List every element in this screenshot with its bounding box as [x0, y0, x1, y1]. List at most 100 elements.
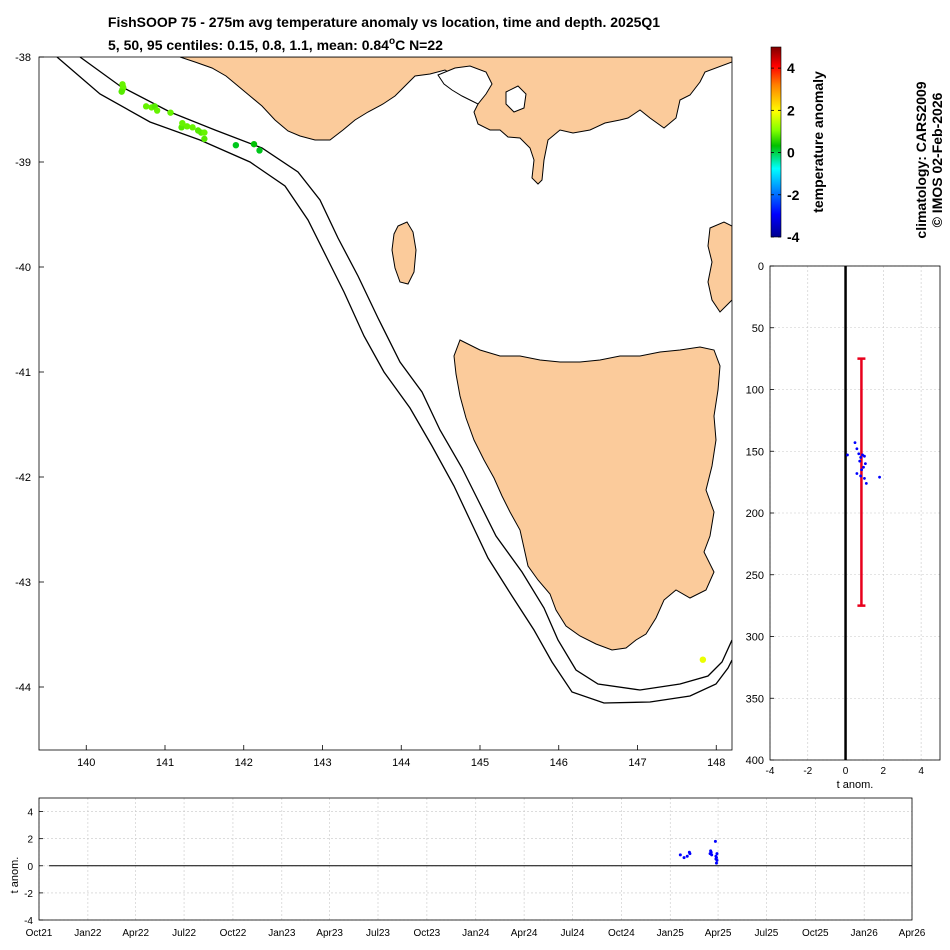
depth-profile-xlabel: t anom. [837, 779, 874, 791]
depth-y-tick-label: 50 [752, 323, 764, 335]
map-point [118, 88, 125, 95]
map-point [153, 107, 161, 114]
time-series-panel: Oct21 Jan22 Apr22 Jul22 Oct22 Jan23 Apr23 Jul23… [9, 797, 926, 939]
credit-copyright: © IMOS 02-Feb-2026 [929, 92, 945, 227]
mainland-land [179, 57, 732, 185]
time-x-tick-label: Jul25 [754, 928, 778, 939]
map-point [256, 147, 263, 154]
map-point [699, 656, 707, 663]
time-x-tick-label: Jan22 [74, 928, 102, 939]
colorbar-gradient [770, 46, 782, 238]
depth-point [860, 468, 864, 472]
colorbar-ticks: 4 2 0 -2 -4 [771, 60, 800, 245]
time-y-tick-label: 2 [27, 835, 33, 846]
map-frame [38, 56, 733, 751]
depth-error-bar [857, 357, 866, 607]
map-axes: 140 141 142 143 144 145 146 147 148 -38 -39 -40 -41 -… [15, 52, 725, 769]
map-y-tick-label: -39 [15, 157, 31, 169]
time-x-tick-label: Jul22 [172, 928, 196, 939]
time-series-frame [38, 797, 913, 921]
map-point [201, 135, 208, 143]
time-point [715, 858, 719, 862]
time-series-points [678, 839, 719, 865]
depth-point [859, 474, 863, 478]
time-point [682, 856, 686, 860]
time-x-tick-label: Oct23 [414, 928, 441, 939]
map-x-tick-label: 148 [707, 757, 725, 769]
map-point [142, 103, 150, 110]
time-point [714, 856, 718, 860]
depth-point [863, 454, 866, 458]
depth-y-tick-label: 300 [746, 632, 764, 644]
tasmania-land [453, 339, 721, 651]
map-x-tick-label: 147 [628, 757, 646, 769]
time-x-tick-label: Jan25 [657, 928, 685, 939]
colorbar-tick-label: -2 [787, 187, 800, 203]
figure-title: FishSOOP 75 - 275m avg temperature anoma… [108, 14, 660, 30]
time-series-ylabel: t anom. [9, 857, 21, 894]
map-x-tick-label: 140 [77, 757, 95, 769]
map-point [189, 124, 196, 131]
depth-x-tick-label: -2 [803, 766, 812, 777]
map-point [183, 123, 191, 130]
depth-y-tick-label: 400 [746, 755, 764, 767]
time-y-tick-label: 4 [27, 808, 33, 819]
time-x-tick-label: Apr25 [705, 928, 732, 939]
depth-y-tick-label: 150 [746, 446, 764, 458]
colorbar: 4 2 0 -2 -4 temperature anomaly [770, 46, 826, 245]
map-observation-points [118, 81, 707, 663]
map-y-tick-label: -42 [15, 472, 31, 484]
time-point [688, 852, 692, 856]
depth-x-tick-label: 2 [881, 766, 887, 777]
time-point [710, 853, 714, 857]
time-x-tick-label: Apr26 [899, 928, 926, 939]
time-point [685, 854, 689, 858]
depth-point [855, 447, 859, 451]
time-series-axes: Oct21 Jan22 Apr22 Jul22 Oct22 Jan23 Apr23 Jul23… [24, 808, 926, 939]
king-island [391, 221, 417, 285]
time-x-tick-label: Jan24 [462, 928, 490, 939]
map-y-tick-label: -38 [15, 52, 31, 64]
time-x-tick-label: Jul24 [561, 928, 585, 939]
time-point [709, 850, 713, 854]
figure-subtitle: 5, 50, 95 centiles: 0.15, 0.8, 1.1, mean… [108, 36, 443, 53]
map-x-tick-label: 146 [550, 757, 568, 769]
map-x-tick-label: 144 [392, 757, 410, 769]
depth-point [859, 456, 863, 459]
time-x-tick-label: Jan26 [851, 928, 879, 939]
time-y-tick-label: -2 [24, 889, 33, 900]
colorbar-label: temperature anomaly [810, 71, 826, 213]
depth-profile-points [846, 441, 881, 485]
depth-profile-panel: -4 -2 0 2 4 0 50 100 150 200 250 300 350 400 t anom. [746, 261, 941, 791]
colorbar-tick-label: -4 [787, 229, 800, 245]
map-x-tick-label: 143 [313, 757, 331, 769]
map-point [179, 119, 186, 127]
depth-point [855, 472, 859, 475]
time-x-tick-label: Jul23 [366, 928, 390, 939]
map-point [250, 140, 258, 148]
depth-y-tick-label: 200 [746, 508, 764, 520]
depth-y-tick-label: 100 [746, 385, 764, 397]
time-point [715, 852, 719, 856]
colorbar-tick-label: 4 [787, 60, 795, 76]
map-y-tick-label: -44 [15, 682, 31, 694]
time-y-tick-label: 0 [27, 862, 33, 873]
time-x-tick-label: Apr23 [316, 928, 343, 939]
map-point [201, 129, 208, 136]
isobath-inner [79, 57, 732, 691]
time-x-tick-label: Oct21 [26, 928, 53, 939]
map-content [56, 57, 732, 704]
depth-point [853, 441, 857, 445]
colorbar-tick-label: 2 [787, 102, 795, 118]
time-point [714, 861, 718, 865]
time-x-tick-label: Oct25 [802, 928, 829, 939]
map-x-tick-label: 141 [156, 757, 174, 769]
map-point [232, 142, 240, 149]
isobath-outer [56, 57, 732, 704]
map-point [167, 109, 174, 116]
depth-y-tick-label: 0 [758, 261, 764, 273]
depth-point [857, 452, 861, 456]
depth-y-tick-label: 350 [746, 693, 764, 705]
map-x-tick-label: 145 [471, 757, 489, 769]
